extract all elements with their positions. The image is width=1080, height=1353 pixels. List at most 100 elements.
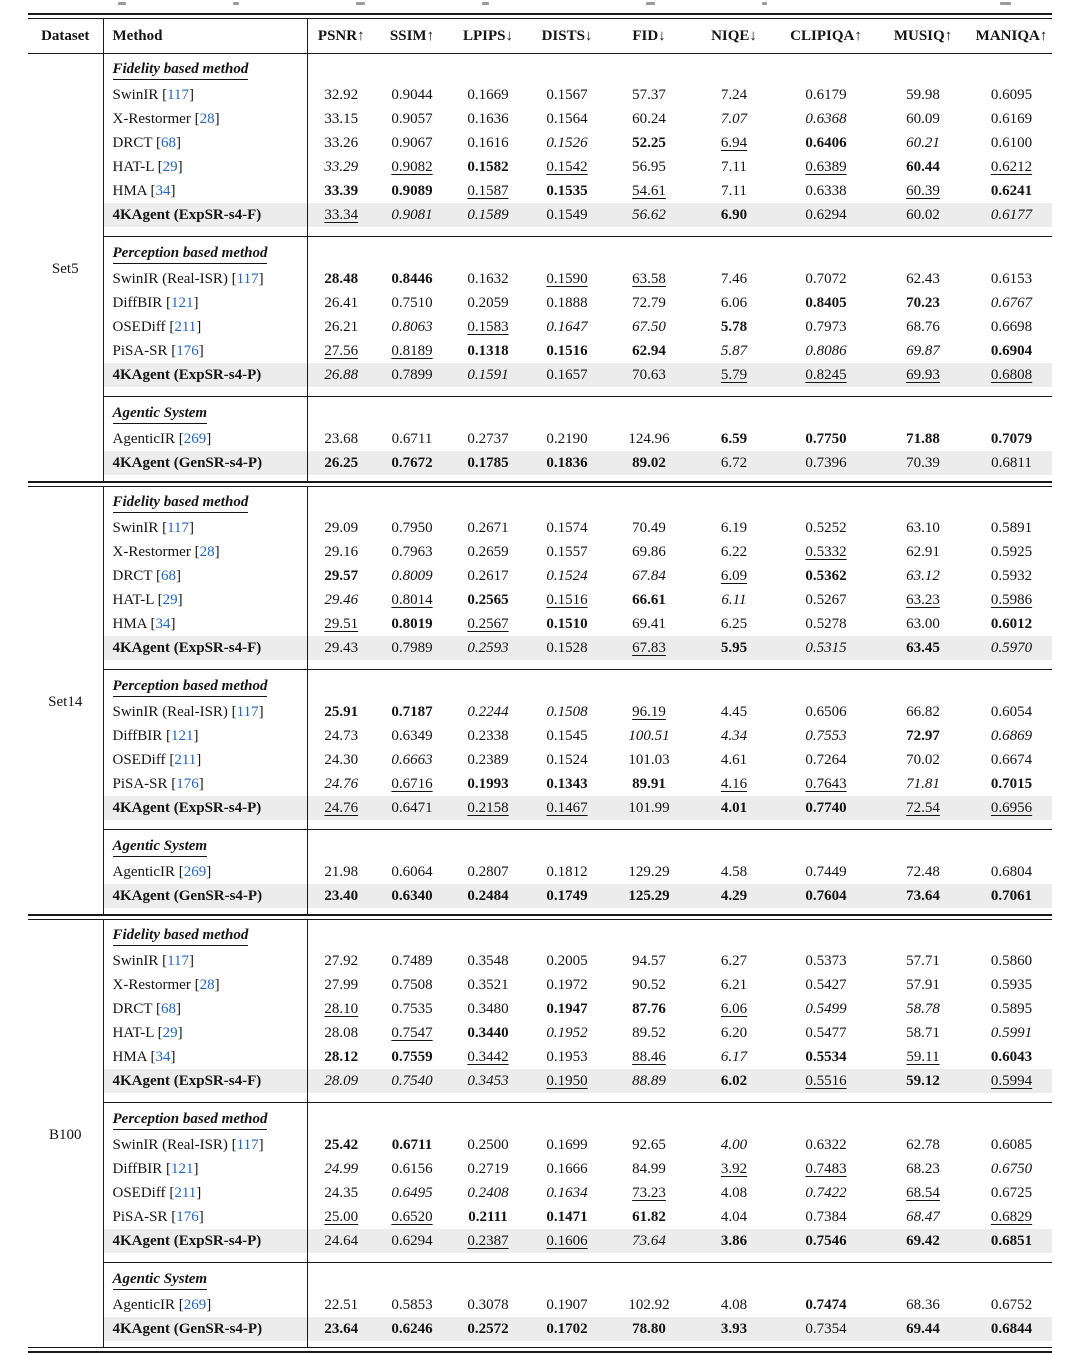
metric-cell: 60.02 (875, 203, 971, 227)
group-header-row: Agentic System (28, 396, 1052, 427)
metric-cell: 0.1574 (546, 520, 588, 536)
group-header: Agentic System (112, 838, 208, 857)
metric-cell: 4.58 (720, 864, 748, 880)
method-cell: 4KAgent (ExpSR-s4-P) (102, 796, 307, 820)
metric-cell: 89.02 (607, 451, 691, 475)
metric-cell: 0.1749 (527, 884, 607, 908)
metric-cell: 0.1557 (546, 544, 588, 560)
separator-cell (306, 660, 1052, 670)
method-name: SwinIR (112, 953, 159, 969)
citation-link[interactable]: 176 (176, 1209, 199, 1225)
method-row: SwinIR (Real-ISR) [117] 25.42 0.6711 0.2500… (28, 1133, 1052, 1157)
metric-cell: 0.1587 (467, 183, 509, 199)
gap-cell (306, 908, 1052, 915)
citation-link[interactable]: 68 (160, 1001, 176, 1017)
citation-link[interactable]: 28 (199, 544, 215, 560)
table-head: Dataset Method PSNR↑ SSIM↑ LPIPS↓ DISTS↓ FID↓ N… (28, 13, 1052, 54)
metric-cell: 4.29 (691, 884, 777, 908)
metric-cell: 0.6100 (990, 135, 1033, 151)
citation-link[interactable]: 29 (162, 1025, 178, 1041)
metric-cell: 29.51 (306, 612, 375, 636)
column-header-maniqa: MANIQA↑ (971, 18, 1052, 54)
citation-link[interactable]: 29 (162, 159, 178, 175)
metric-cell: 0.9089 (391, 183, 433, 199)
method-row: PiSA-SR [176] 27.56 0.8189 0.1318 0.1516 62.9… (28, 339, 1052, 363)
group-header: Agentic System (112, 405, 208, 424)
method-cell: PiSA-SR [176] (102, 1205, 307, 1229)
citation-link[interactable]: 34 (155, 1049, 171, 1065)
method-row: 4KAgent (ExpSR-s4-P) 26.88 0.7899 0.1591 0.1… (28, 363, 1052, 387)
metric-cell: 68.23 (906, 1161, 940, 1177)
metric-cell: 28.48 (306, 267, 375, 291)
citation-link[interactable]: 211 (174, 319, 197, 335)
method-row: 4KAgent (ExpSR-s4-F) 33.34 0.9081 0.1589 0.1… (28, 203, 1052, 227)
metric-cell: 70.02 (906, 752, 940, 768)
metric-cell: 0.5935 (990, 977, 1033, 993)
metric-cell: 24.64 (306, 1229, 375, 1253)
citation-link[interactable]: 117 (236, 704, 259, 720)
citation-link[interactable]: 29 (162, 592, 178, 608)
citation-link[interactable]: 117 (236, 1137, 259, 1153)
metric-cell: 0.5427 (805, 977, 847, 993)
metric-cell: 0.6904 (990, 343, 1033, 359)
citation-link[interactable]: 269 (183, 864, 207, 880)
method-row: SwinIR [117] 29.09 0.7950 0.2671 0.1574 70.49… (28, 516, 1052, 540)
column-header-method: Method (102, 18, 307, 54)
cropped-caption-remnant (0, 0, 1080, 13)
method-cell: AgenticIR [269] (102, 427, 307, 451)
metric-cell: 33.29 (306, 155, 375, 179)
citation-link[interactable]: 269 (183, 1297, 207, 1313)
citation-link[interactable]: 121 (170, 1161, 194, 1177)
metric-cell: 23.68 (306, 427, 375, 451)
metric-cell: 7.11 (721, 183, 747, 199)
metric-cell: 29.57 (306, 564, 375, 588)
citation-link[interactable]: 34 (155, 616, 171, 632)
citation-link[interactable]: 117 (236, 271, 259, 287)
group-header-cell: Fidelity based method (102, 486, 307, 516)
method-name: 4KAgent (GenSR-s4-P) (112, 455, 263, 471)
block-separator-rule (28, 914, 1052, 920)
citation-link[interactable]: 176 (176, 343, 199, 359)
group-header-fill (306, 1102, 1052, 1133)
citation-link[interactable]: 121 (170, 728, 194, 744)
metric-cell: 6.11 (721, 592, 747, 608)
metric-cell: 0.1467 (527, 796, 607, 820)
citation-link[interactable]: 121 (170, 295, 194, 311)
metric-cell: 0.6698 (990, 319, 1033, 335)
citation-link[interactable]: 34 (155, 183, 171, 199)
metric-cell: 59.98 (906, 87, 940, 103)
citation-link[interactable]: 176 (176, 776, 199, 792)
citation-link[interactable]: 28 (199, 977, 215, 993)
method-name: OSEDiff (112, 752, 166, 768)
metric-cell: 0.5891 (990, 520, 1033, 536)
column-header-clipiqa: CLIPIQA↑ (777, 18, 875, 54)
citation-link[interactable]: 28 (199, 111, 215, 127)
method-cell: HMA [34] (102, 179, 307, 203)
metric-cell: 0.2617 (467, 568, 509, 584)
metric-cell: 0.6725 (990, 1185, 1033, 1201)
citation-link[interactable]: 117 (167, 953, 190, 969)
metric-cell: 0.1950 (527, 1069, 607, 1093)
metric-cell: 88.89 (607, 1069, 691, 1093)
citation-link[interactable]: 68 (160, 568, 176, 584)
metric-cell: 0.2565 (467, 592, 509, 608)
metric-cell: 3.93 (691, 1317, 777, 1341)
citation-link[interactable]: 211 (174, 752, 197, 768)
separator-cell (102, 1093, 307, 1103)
citation-link[interactable]: 117 (167, 520, 190, 536)
group-header-fill (306, 829, 1052, 860)
citation-link[interactable]: 117 (167, 87, 190, 103)
metric-cell: 6.94 (720, 135, 748, 151)
metric-cell: 0.6085 (990, 1137, 1033, 1153)
method-row: SwinIR [117] 32.92 0.9044 0.1669 0.1567 57.37… (28, 83, 1052, 107)
metric-cell: 0.6012 (990, 616, 1033, 632)
metric-cell: 0.7449 (805, 864, 847, 880)
column-header-ssim: SSIM↑ (375, 18, 449, 54)
citation-link[interactable]: 211 (174, 1185, 197, 1201)
metric-cell: 0.9082 (391, 159, 433, 175)
citation-link[interactable]: 68 (160, 135, 176, 151)
citation-link[interactable]: 269 (183, 431, 207, 447)
metric-cell: 0.6808 (971, 363, 1052, 387)
metric-cell: 54.61 (632, 183, 666, 199)
column-header-dists: DISTS↓ (527, 18, 607, 54)
